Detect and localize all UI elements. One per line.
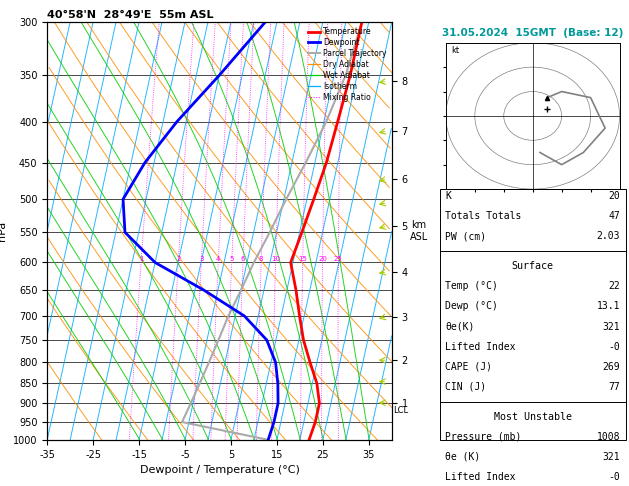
Text: 77: 77: [608, 382, 620, 392]
Text: 15: 15: [298, 257, 307, 262]
Legend: Temperature, Dewpoint, Parcel Trajectory, Dry Adiabat, Wet Adiabat, Isotherm, Mi: Temperature, Dewpoint, Parcel Trajectory…: [307, 26, 388, 103]
Y-axis label: km
ASL: km ASL: [409, 220, 428, 242]
Text: 321: 321: [603, 322, 620, 331]
Text: 1: 1: [139, 257, 143, 262]
Text: CAPE (J): CAPE (J): [445, 362, 492, 372]
Text: Surface: Surface: [512, 261, 554, 271]
Text: Lifted Index: Lifted Index: [445, 472, 516, 482]
Text: kt: kt: [452, 46, 460, 54]
Text: 40°58'N  28°49'E  55m ASL: 40°58'N 28°49'E 55m ASL: [47, 10, 214, 20]
X-axis label: Dewpoint / Temperature (°C): Dewpoint / Temperature (°C): [140, 465, 299, 475]
Text: 13.1: 13.1: [597, 301, 620, 312]
Text: 2: 2: [176, 257, 181, 262]
Text: 5: 5: [230, 257, 234, 262]
Text: PW (cm): PW (cm): [445, 231, 486, 241]
Text: 20: 20: [608, 191, 620, 201]
Text: θe (K): θe (K): [445, 452, 481, 462]
Text: 10: 10: [271, 257, 280, 262]
Text: θe(K): θe(K): [445, 322, 474, 331]
Y-axis label: hPa: hPa: [0, 221, 8, 241]
Text: 4: 4: [216, 257, 220, 262]
Text: Dewp (°C): Dewp (°C): [445, 301, 498, 312]
Text: Temp (°C): Temp (°C): [445, 281, 498, 292]
Text: 3: 3: [199, 257, 204, 262]
Text: CIN (J): CIN (J): [445, 382, 486, 392]
Text: Totals Totals: Totals Totals: [445, 211, 521, 221]
Text: -0: -0: [608, 342, 620, 351]
Text: 6: 6: [241, 257, 245, 262]
Text: 31.05.2024  15GMT  (Base: 12): 31.05.2024 15GMT (Base: 12): [442, 28, 623, 38]
Text: 2.03: 2.03: [597, 231, 620, 241]
Text: 20: 20: [318, 257, 327, 262]
Text: 25: 25: [334, 257, 343, 262]
Text: 47: 47: [608, 211, 620, 221]
Text: 321: 321: [603, 452, 620, 462]
Text: Pressure (mb): Pressure (mb): [445, 432, 521, 442]
Text: 1008: 1008: [597, 432, 620, 442]
Text: LCL: LCL: [393, 406, 408, 416]
Text: Most Unstable: Most Unstable: [494, 412, 572, 422]
Text: -0: -0: [608, 472, 620, 482]
Text: Lifted Index: Lifted Index: [445, 342, 516, 351]
Text: 269: 269: [603, 362, 620, 372]
Text: 22: 22: [608, 281, 620, 292]
Text: 8: 8: [259, 257, 264, 262]
Text: K: K: [445, 191, 451, 201]
